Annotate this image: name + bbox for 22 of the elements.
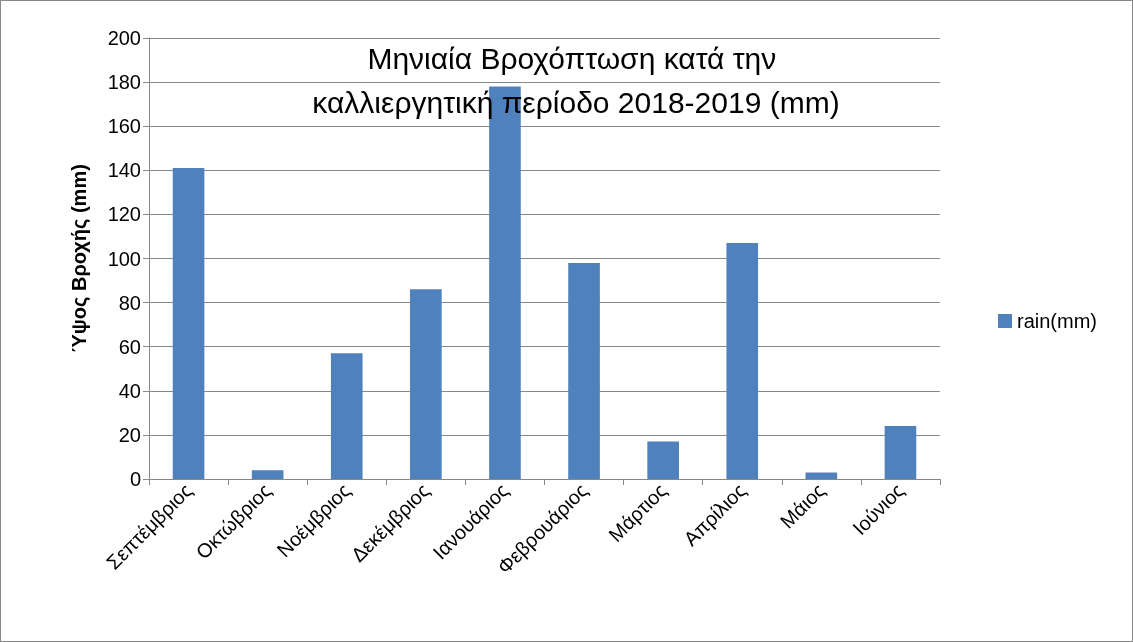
bar	[726, 243, 759, 479]
y-tick-label: 20	[118, 423, 141, 446]
y-tick-label: 0	[129, 468, 141, 490]
y-tick-label: 180	[107, 71, 141, 94]
bar	[410, 289, 442, 479]
bar	[884, 426, 917, 479]
legend-label: rain(mm)	[1017, 310, 1098, 332]
bar	[568, 262, 600, 479]
bar	[647, 441, 679, 479]
y-tick-label: 40	[118, 379, 141, 402]
y-tick-label: 80	[118, 291, 141, 314]
y-tick-label: 100	[107, 247, 141, 270]
bar	[251, 470, 284, 479]
y-axis-title: Ύψος Βροχής (mm)	[68, 164, 90, 353]
bar	[805, 472, 838, 479]
y-tick-label: 140	[107, 159, 141, 182]
bar	[330, 353, 363, 479]
bar	[172, 168, 205, 479]
y-tick-label: 120	[107, 203, 141, 226]
y-tick-label: 60	[118, 335, 141, 358]
y-tick-label: 200	[107, 27, 141, 49]
y-tick-label: 160	[107, 115, 141, 138]
